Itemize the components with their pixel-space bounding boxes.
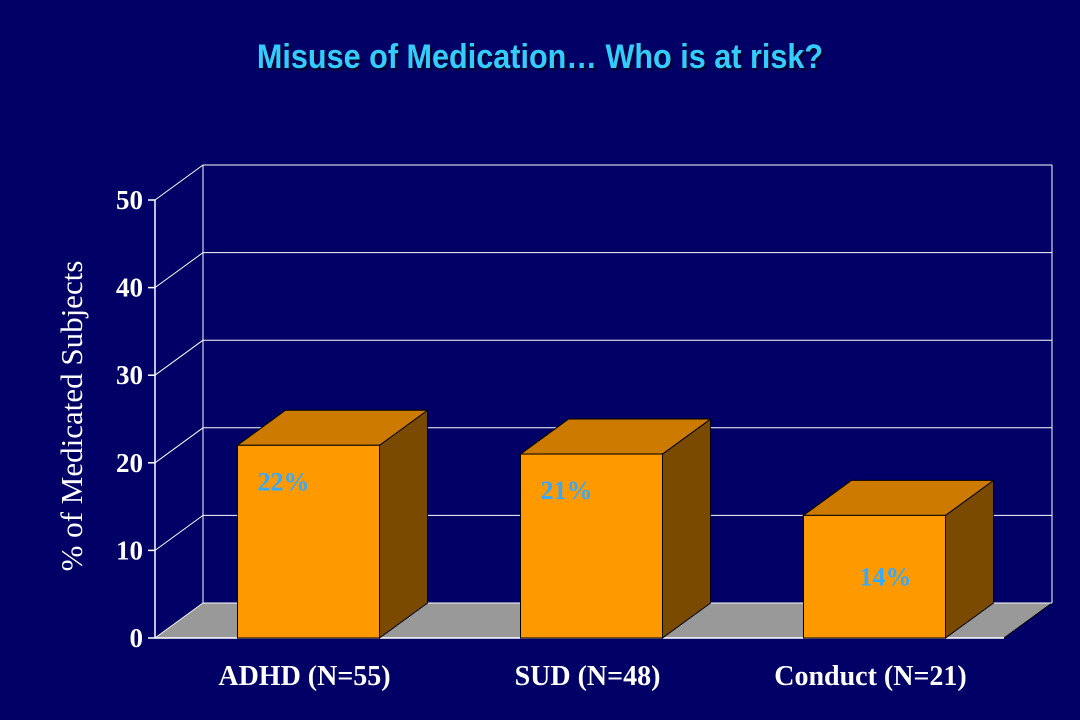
data-label: 14% — [860, 562, 912, 591]
data-label: 22% — [258, 467, 310, 496]
y-tick-label: 0 — [130, 623, 144, 653]
side-gridline-0 — [154, 602, 204, 639]
y-tick-label: 30 — [116, 360, 143, 390]
y-tick-label: 20 — [116, 448, 143, 478]
side-gridline-10 — [154, 514, 204, 551]
side-gridline-50 — [154, 164, 204, 201]
bar-side — [662, 418, 711, 639]
y-tick-label: 50 — [116, 185, 143, 215]
bar — [237, 444, 380, 639]
x-tick-label: Conduct (N=21) — [774, 661, 967, 692]
bar-side — [379, 409, 428, 639]
side-gridline-30 — [154, 339, 204, 376]
chart-title: Misuse of Medication… Who is at risk? — [256, 38, 824, 76]
x-tick-label: SUD (N=48) — [515, 661, 661, 692]
side-gridline-40 — [154, 252, 204, 289]
y-tick-label: 10 — [116, 535, 143, 565]
data-label: 21% — [541, 476, 593, 505]
side-gridline-20 — [154, 427, 204, 464]
y-tick-label: 40 — [116, 273, 143, 303]
x-tick-label: ADHD (N=55) — [218, 661, 390, 692]
bar — [520, 453, 663, 639]
bar — [803, 514, 946, 639]
